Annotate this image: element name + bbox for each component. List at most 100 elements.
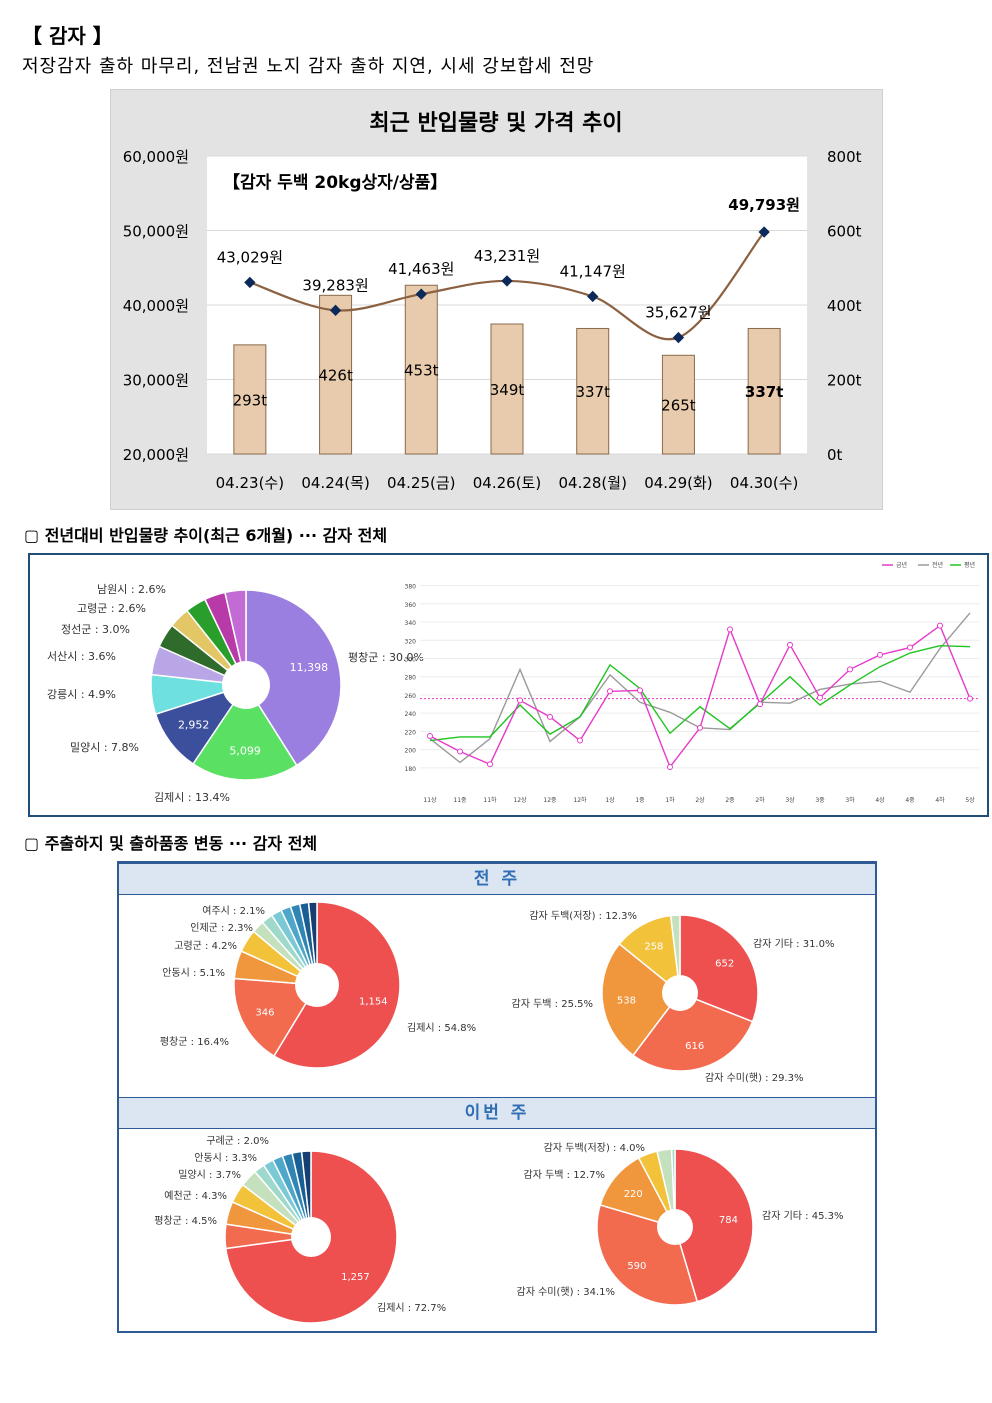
- volume-bar: [661, 354, 695, 455]
- slice-label: 밀양시 : 3.7%: [178, 1169, 241, 1181]
- pie-slice: [670, 1148, 676, 1228]
- pie-slice: [300, 1150, 312, 1238]
- price-label: 39,283원: [302, 276, 368, 294]
- y-left-tick: 30,000원: [123, 372, 189, 390]
- y-tick: 300: [405, 656, 417, 663]
- y-right-tick: 0t: [827, 446, 843, 464]
- y-right-tick: 200t: [827, 372, 862, 390]
- price-label: 41,147원: [560, 262, 626, 280]
- series-marker: [967, 695, 973, 702]
- slice-value-label: 346: [255, 1008, 274, 1019]
- y-tick: 360: [405, 602, 417, 609]
- slice-value-label: 2,952: [178, 718, 210, 731]
- x-tick-label: 04.25(금): [387, 474, 455, 492]
- x-tick: 2상: [695, 796, 705, 804]
- slice-label: 고령군 : 2.6%: [77, 602, 146, 615]
- x-tick-label: 04.29(화): [644, 474, 712, 492]
- slice-value-label: 5,099: [229, 744, 261, 757]
- chart-title: 최근 반입물량 및 가격 추이: [369, 111, 622, 136]
- x-tick: 4하: [935, 796, 945, 804]
- slice-label: 안동시 : 5.1%: [162, 967, 225, 979]
- price-marker: [244, 276, 256, 289]
- x-tick: 4상: [875, 796, 885, 804]
- y-tick: 180: [405, 766, 417, 773]
- prev-week-band: 전 주: [119, 863, 875, 895]
- this-week-band: 이번 주: [119, 1097, 875, 1129]
- slice-label: 남원시 : 2.6%: [97, 583, 166, 596]
- x-tick: 11중: [453, 797, 467, 804]
- x-tick-label: 04.24(목): [301, 474, 369, 492]
- x-tick-label: 04.30(수): [730, 474, 798, 492]
- donut-hole: [295, 963, 339, 1007]
- series-marker: [817, 694, 823, 701]
- volume-label: 293t: [233, 391, 268, 409]
- pie-slice: [224, 589, 247, 686]
- volume-label: 426t: [318, 367, 353, 385]
- x-tick: 3하: [845, 796, 855, 804]
- x-tick: 12중: [543, 797, 557, 804]
- slice-label: 감자 기타 : 31.0%: [753, 938, 834, 950]
- recent-chart-canvas: 최근 반입물량 및 가격 추이 20,000원 30,000원 40,000원 50,0…: [123, 111, 862, 492]
- x-tick: 12하: [573, 796, 587, 804]
- pie-slice: [679, 914, 759, 1023]
- y-tick: 220: [405, 729, 417, 736]
- series-marker: [697, 724, 703, 731]
- price-label: 41,463원: [388, 260, 454, 278]
- pie-slice: [233, 977, 319, 1058]
- pie-slice: [674, 1148, 754, 1303]
- slice-label: 여주시 : 2.1%: [202, 905, 265, 917]
- x-tick: 1중: [635, 797, 645, 804]
- series-line: [429, 612, 971, 764]
- slice-label: 평창군 : 16.4%: [160, 1036, 229, 1048]
- x-tick: 2하: [755, 796, 765, 804]
- series-marker: [517, 697, 523, 704]
- price-label: 35,627원: [645, 304, 711, 322]
- pie-slice: [632, 992, 754, 1072]
- yoy-section-title: ▢ 전년대비 반입물량 추이(최근 6개월) ··· 감자 전체: [24, 526, 388, 545]
- y-tick: 380: [405, 584, 417, 591]
- price-marker: [501, 275, 513, 287]
- series-marker: [607, 688, 613, 695]
- slice-label: 평창군 : 30.0%: [348, 651, 424, 664]
- volume-bar: [233, 344, 267, 455]
- series-marker: [787, 641, 793, 648]
- legend-label: 전년: [932, 561, 943, 569]
- y-tick: 200: [405, 748, 417, 755]
- volume-bar: [490, 323, 524, 455]
- series-marker: [847, 666, 853, 673]
- y-right-tick: 400t: [827, 297, 862, 315]
- series-line: [429, 624, 971, 769]
- slice-label: 강릉시 : 4.9%: [47, 688, 116, 701]
- x-tick: 1하: [665, 796, 675, 804]
- yoy-volume-panel: 11,398 5,099 2,952 평창군 : 30.0% 김제시 : 13.4% 밀양…: [28, 553, 989, 817]
- volume-bar: [576, 327, 610, 455]
- slice-label: 구례군 : 2.0%: [206, 1135, 269, 1147]
- slice-label: 김제시 : 54.8%: [407, 1022, 476, 1034]
- x-tick: 12상: [513, 796, 527, 804]
- series-marker: [667, 763, 673, 770]
- donut-hole: [657, 1209, 693, 1245]
- y-tick: 260: [405, 693, 417, 700]
- slice-value-label: 784: [719, 1215, 738, 1226]
- x-tick: 3상: [785, 796, 795, 804]
- series-marker: [427, 732, 433, 739]
- slice-label: 감자 두백 : 12.7%: [524, 1169, 605, 1181]
- slice-label: 김제시 : 72.7%: [377, 1302, 446, 1314]
- recent-volume-price-chart: 최근 반입물량 및 가격 추이 20,000원 30,000원 40,000원 50,0…: [110, 89, 883, 510]
- chart-inner-label: 【감자 두백 20kg상자/상품】: [223, 172, 447, 193]
- volume-label: 337t: [575, 383, 610, 401]
- series-marker: [547, 713, 553, 720]
- y-left-tick: 60,000원: [123, 148, 189, 166]
- y-tick: 240: [405, 711, 417, 718]
- y-right-tick: 800t: [827, 148, 862, 166]
- series-marker: [727, 626, 733, 633]
- donut-hole: [222, 661, 270, 709]
- price-marker: [758, 226, 770, 238]
- legend-label: 평년: [964, 561, 975, 569]
- pie-slice: [618, 914, 681, 995]
- slice-value-label: 590: [627, 1261, 646, 1272]
- pie-slice: [192, 683, 298, 781]
- slice-label: 인제군 : 2.3%: [190, 922, 253, 934]
- series-marker: [637, 687, 643, 694]
- yoy-chart-canvas: 11,398 5,099 2,952 평창군 : 30.0% 김제시 : 13.4% 밀양…: [47, 561, 980, 804]
